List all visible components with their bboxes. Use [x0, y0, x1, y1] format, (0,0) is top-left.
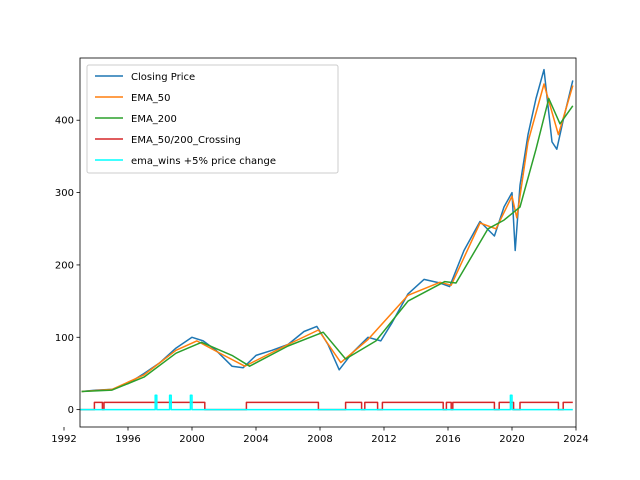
axes-frame [79, 57, 577, 428]
y-tick-label: 0 [68, 405, 74, 416]
legend-label: ema_wins +5% price change [131, 156, 276, 167]
legend-label: EMA_50 [131, 93, 171, 104]
y-tick-label: 400 [55, 116, 74, 127]
plot-area [80, 68, 574, 411]
legend-label: Closing Price [131, 72, 195, 83]
x-tick-label: 2000 [179, 434, 204, 445]
x-tick-label: 1996 [115, 434, 140, 445]
x-tick-label: 2020 [499, 434, 524, 445]
x-tick-label: 2024 [563, 434, 588, 445]
legend-box [86, 64, 339, 174]
series-line-3 [80, 401, 573, 411]
y-tick-label: 100 [55, 333, 74, 344]
series-line-0 [81, 68, 574, 393]
series-line-4 [80, 394, 573, 411]
x-tick-label: 2008 [307, 434, 332, 445]
x-tick-label: 2016 [435, 434, 460, 445]
x-tick-label: 2004 [243, 434, 268, 445]
legend-label: EMA_200 [131, 114, 177, 125]
legend: Closing Price EMA_50 EMA_200 EMA_50/200_Cro… [86, 64, 339, 174]
y-tick-label: 300 [55, 188, 74, 199]
axes-layer: 1992 1996 2000 2004 2008 2012 2016 2020 2024 0 100… [51, 57, 589, 445]
legend-label: EMA_50/200_Crossing [131, 135, 241, 146]
series-layer [80, 68, 574, 411]
x-tick-label: 1992 [51, 434, 76, 445]
y-tick-label: 200 [55, 260, 74, 271]
series-line-1 [81, 83, 574, 393]
x-tick-label: 2012 [371, 434, 396, 445]
series-line-2 [81, 97, 574, 393]
